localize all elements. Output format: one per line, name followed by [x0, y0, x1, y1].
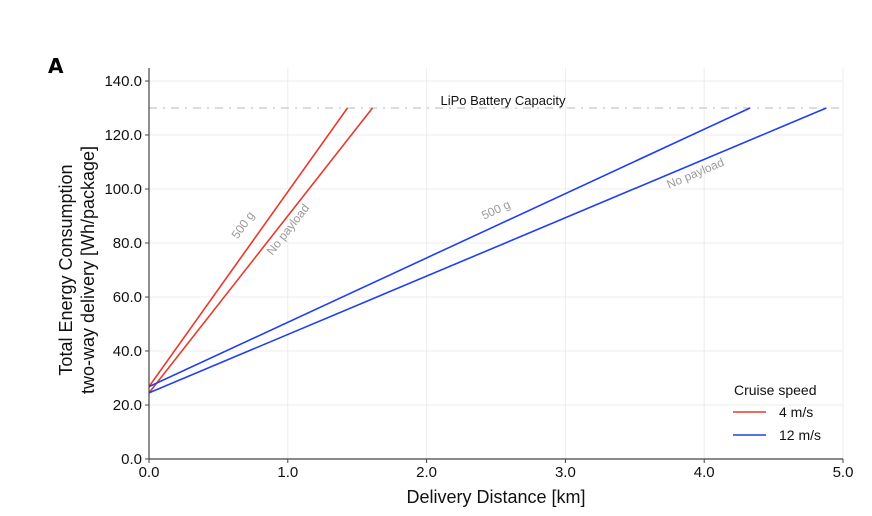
y-tick-label: 80.0 — [113, 235, 142, 252]
annotation-12ms-500g: 500 g — [479, 197, 512, 222]
x-axis-title: Delivery Distance [km] — [406, 487, 585, 507]
legend-label-4ms: 4 m/s — [779, 404, 813, 420]
legend: Cruise speed 4 m/s 12 m/s — [733, 382, 821, 443]
series-line-3 — [148, 107, 827, 394]
y-tick-label: 120.0 — [104, 127, 142, 144]
legend-label-12ms: 12 m/s — [779, 427, 821, 443]
axes — [145, 68, 844, 463]
y-tick-labels: 0.0 20.0 40.0 60.0 80.0 100.0 120.0 140.0 — [104, 73, 142, 468]
y-axis-title-line1: Total Energy Consumption — [56, 164, 76, 375]
x-tick-label: 5.0 — [833, 464, 854, 481]
legend-title: Cruise speed — [734, 382, 817, 398]
y-tick-label: 140.0 — [104, 73, 142, 90]
x-tick-label: 1.0 — [277, 464, 298, 481]
battery-capacity-line-group: LiPo Battery Capacity — [149, 93, 843, 109]
series-line-0 — [148, 107, 349, 388]
series-line-1 — [148, 107, 374, 394]
series-group — [148, 107, 827, 394]
x-tick-label: 4.0 — [694, 464, 715, 481]
panel-label: A — [48, 54, 64, 78]
y-tick-label: 100.0 — [104, 181, 142, 198]
x-tick-labels: 0.0 1.0 2.0 3.0 4.0 5.0 — [139, 464, 854, 481]
series-line-2 — [148, 107, 751, 388]
annotation-4ms-500g: 500 g — [228, 209, 257, 242]
x-tick-label: 0.0 — [139, 464, 160, 481]
y-axis-title-line2: two-way delivery [Wh/package] — [78, 146, 98, 394]
y-tick-label: 60.0 — [113, 289, 142, 306]
x-tick-label: 2.0 — [416, 464, 437, 481]
y-tick-label: 40.0 — [113, 343, 142, 360]
x-tick-label: 3.0 — [555, 464, 576, 481]
y-tick-label: 20.0 — [113, 397, 142, 414]
y-tick-label: 0.0 — [121, 451, 142, 468]
grid — [148, 68, 844, 460]
battery-capacity-label: LiPo Battery Capacity — [440, 93, 566, 108]
annotation-12ms-no-payload: No payload — [665, 155, 726, 191]
